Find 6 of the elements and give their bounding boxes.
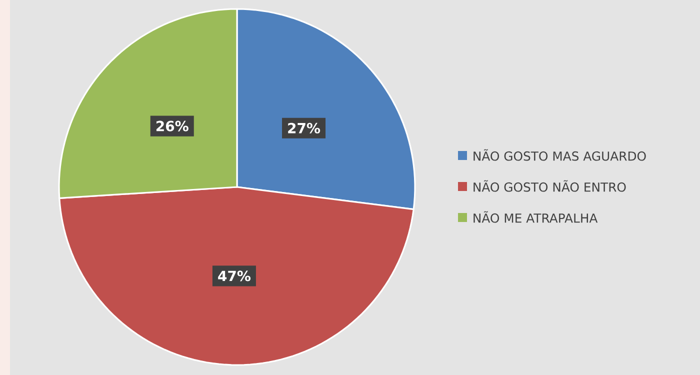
legend-label: NÃO ME ATRAPALHA [474, 211, 598, 223]
data-label: 27% [288, 122, 320, 134]
legend-label: NÃO GOSTO MAS AGUARDO [474, 149, 646, 161]
data-label: 47% [218, 270, 251, 282]
data-label: 26% [156, 120, 188, 132]
legend-label: NÃO GOSTO NÃO ENTRO [474, 180, 626, 192]
